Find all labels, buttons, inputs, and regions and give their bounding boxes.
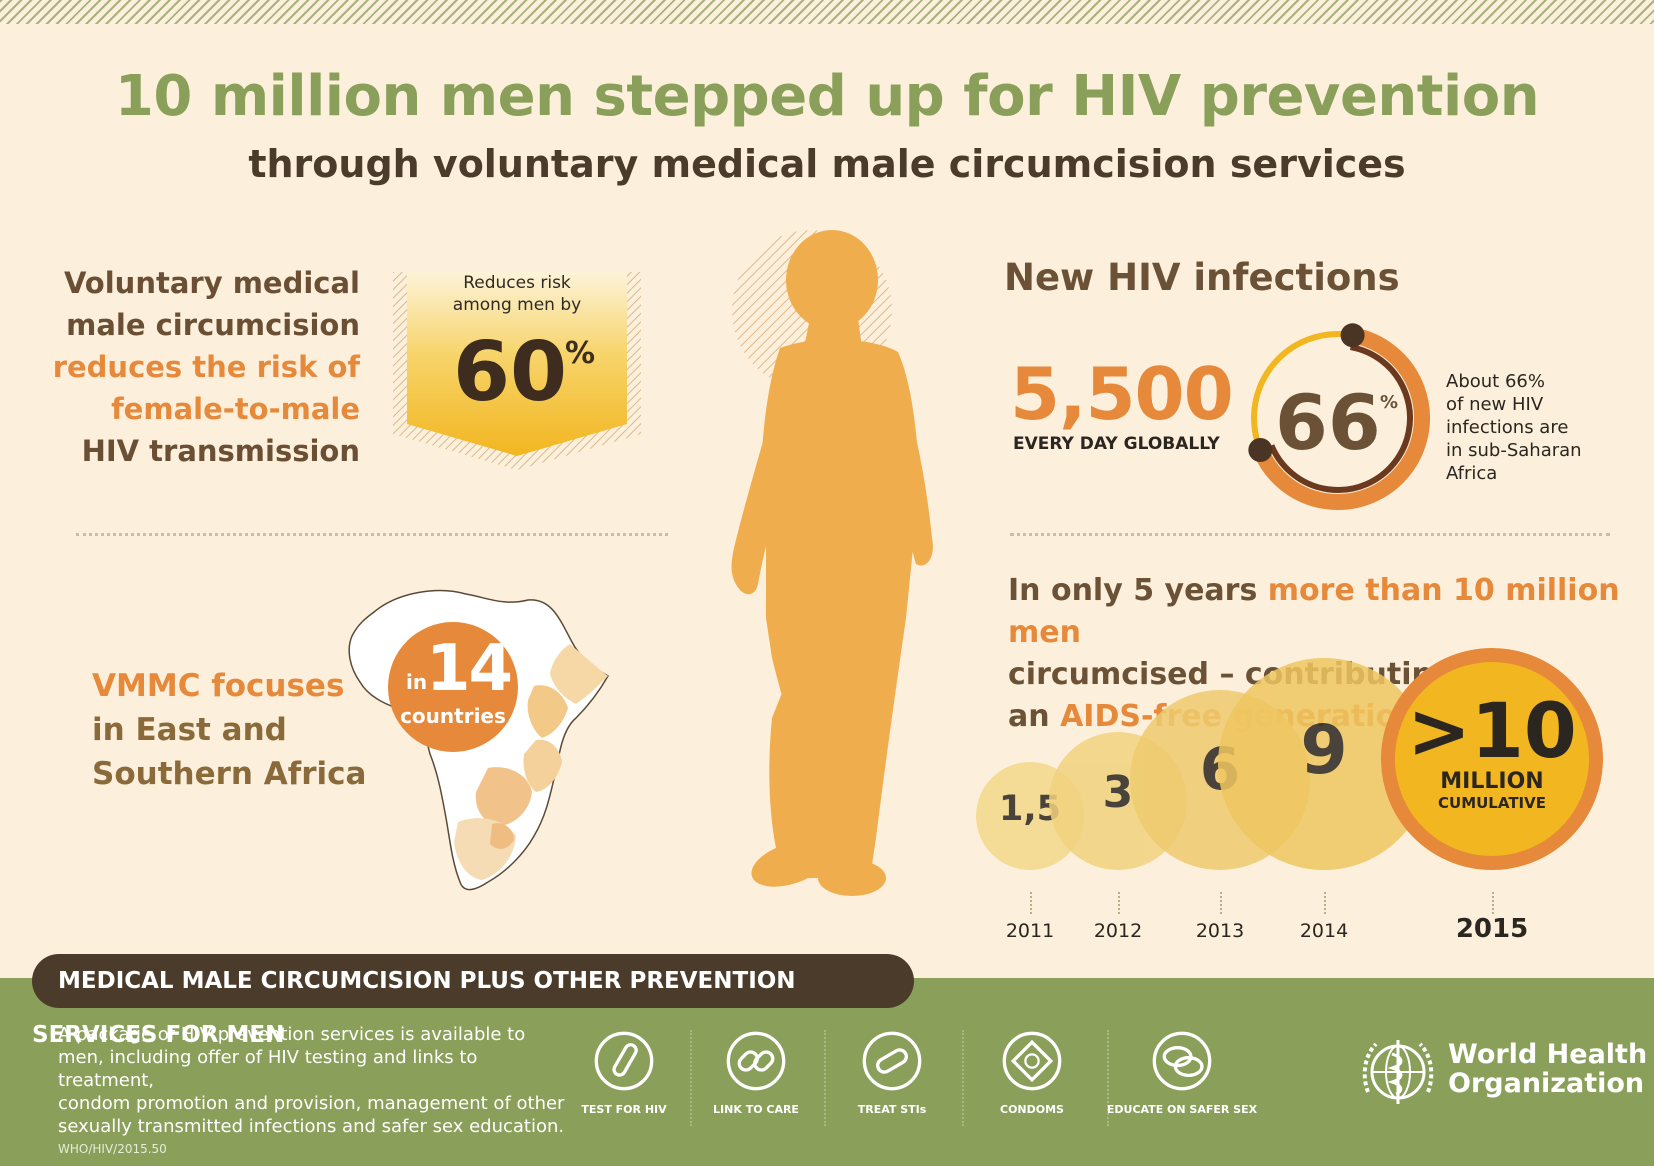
vmmc-line-3: Southern Africa <box>92 756 367 792</box>
who-wordmark: World Health Organization <box>1448 1040 1647 1098</box>
service-separator <box>824 1030 826 1126</box>
vmmc-statement: VMMC focuses in East and Southern Africa <box>92 664 366 796</box>
year-label-2015: 2015 <box>1455 914 1529 944</box>
service-label: CONDOMS <box>1000 1103 1064 1116</box>
risk-line-4: female-to-male <box>111 392 360 426</box>
risk-statement: Voluntary medical male circumcision redu… <box>40 262 360 472</box>
badge-unit: % <box>565 336 596 371</box>
year-tick <box>1492 892 1494 914</box>
service-label: TEST FOR HIV <box>581 1103 667 1116</box>
page-subtitle: through voluntary medical male circumcis… <box>248 142 1406 186</box>
chain-link-icon <box>726 1031 786 1091</box>
countries-label: countries <box>400 704 506 728</box>
share-unit: % <box>1380 392 1399 413</box>
service-separator <box>690 1030 692 1126</box>
test-tube-icon <box>594 1031 654 1091</box>
year-tick <box>1324 892 1326 914</box>
top-hatched-border <box>0 0 1654 24</box>
right-divider <box>1010 533 1610 536</box>
risk-line-3: reduces the risk of <box>52 350 360 384</box>
left-divider <box>76 533 668 536</box>
bubble-label: 9 <box>1300 711 1348 791</box>
year-label-2013: 2013 <box>1195 920 1245 942</box>
vmmc-line-1: VMMC focuses <box>92 668 345 704</box>
bubble-label: 3 <box>1102 766 1134 818</box>
speech-bubbles-icon <box>1152 1031 1212 1091</box>
who-line-2: Organization <box>1448 1068 1645 1099</box>
about-line-4: in sub-Saharan <box>1446 440 1582 461</box>
who-line-1: World Health <box>1448 1039 1648 1070</box>
donut-end-marker-start <box>1340 323 1365 348</box>
about-line-3: infections are <box>1446 417 1569 438</box>
year-tick <box>1030 892 1032 914</box>
package-line-4: sexually transmitted infections and safe… <box>58 1116 565 1137</box>
donut-arc-66 <box>1252 327 1430 510</box>
growth-line-1: In only 5 years more than 10 million men <box>1008 570 1628 654</box>
share-donut-chart <box>1248 323 1430 510</box>
about-line-5: Africa <box>1446 463 1498 484</box>
condom-packet-icon <box>1002 1031 1062 1091</box>
risk-line-2: male circumcision <box>66 308 360 342</box>
share-description: About 66% of new HIV infections are in s… <box>1446 370 1606 485</box>
risk-line-5: HIV transmission <box>81 434 360 468</box>
daily-infections-value: 5,500 <box>1010 352 1234 436</box>
risk-line-1: Voluntary medical <box>63 266 360 300</box>
countries-badge: in 14 countries <box>388 622 518 752</box>
service-label: EDUCATE ON SAFER SEX <box>1106 1103 1258 1116</box>
service-separator <box>962 1030 964 1126</box>
daily-infections-label: EVERY DAY GLOBALLY <box>1013 434 1220 454</box>
year-label-2012: 2012 <box>1093 920 1143 942</box>
vmmc-line-2: in East and <box>92 712 287 748</box>
document-code: WHO/HIV/2015.50 <box>58 1142 167 1156</box>
year-tick <box>1118 892 1120 914</box>
about-line-2: of new HIV <box>1446 394 1544 415</box>
badge-label-line-2: among men by <box>452 295 582 315</box>
package-line-1: A package of HIV prevention services is … <box>58 1024 526 1045</box>
package-line-2: men, including offer of HIV testing and … <box>58 1047 478 1091</box>
countries-number: 14 <box>426 632 513 706</box>
bubble-sublabel-cumulative: CUMULATIVE <box>1438 794 1546 813</box>
donut-end-marker-end <box>1248 438 1273 463</box>
badge-label: Reduces risk among men by <box>412 272 622 316</box>
growth-prefix: In only 5 years <box>1008 573 1258 608</box>
bubble-sublabel-million: MILLION <box>1440 769 1544 795</box>
badge-label-line-1: Reduces risk <box>463 273 571 293</box>
year-label-2014: 2014 <box>1299 920 1349 942</box>
badge-value: 60 <box>452 325 568 420</box>
year-label-2011: 2011 <box>1005 920 1055 942</box>
service-separator <box>1107 1030 1109 1126</box>
package-description: A package of HIV prevention services is … <box>58 1023 578 1138</box>
about-line-1: About 66% <box>1446 371 1545 392</box>
services-banner: MEDICAL MALE CIRCUMCISION PLUS OTHER PRE… <box>32 954 914 1048</box>
bubble-label: >10 <box>1407 686 1577 776</box>
page-title: 10 million men stepped up for HIV preven… <box>114 64 1540 129</box>
donut-arc-inner <box>1268 344 1413 493</box>
countries-prefix: in <box>406 670 428 694</box>
risk-badge-shield <box>393 272 641 470</box>
new-infections-heading: New HIV infections <box>1004 256 1400 299</box>
growth-highlight: more than 10 million men <box>1008 573 1620 650</box>
growth-an: an <box>1008 699 1050 734</box>
africa-map <box>348 589 610 891</box>
service-label: LINK TO CARE <box>713 1103 799 1116</box>
pill-icon <box>862 1031 922 1091</box>
bubble-2015: >10 MILLION CUMULATIVE <box>1381 648 1603 870</box>
walking-man-illustration <box>731 230 933 896</box>
who-emblem-icon <box>1362 1040 1434 1104</box>
package-line-3: condom promotion and provision, manageme… <box>58 1093 565 1114</box>
share-value: 66 <box>1275 378 1381 467</box>
year-tick <box>1220 892 1222 914</box>
service-label: TREAT STIs <box>857 1103 927 1116</box>
